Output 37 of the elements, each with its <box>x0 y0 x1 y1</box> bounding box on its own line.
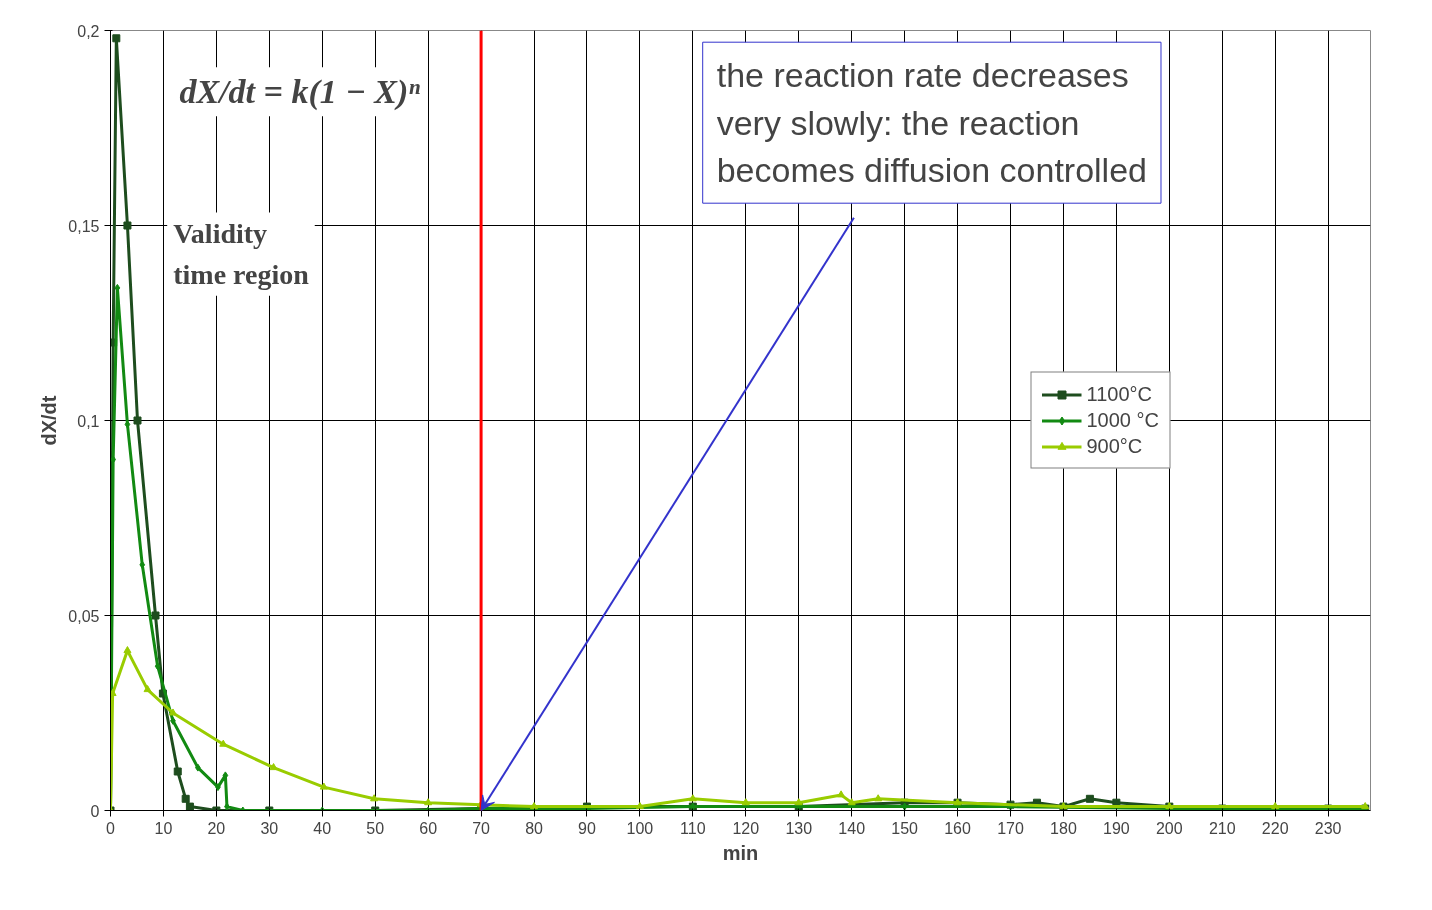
x-tick-label: 210 <box>1208 819 1236 837</box>
x-tick-label: 220 <box>1261 819 1289 837</box>
y-tick-label: 0,2 <box>77 22 100 40</box>
x-tick-label: 160 <box>944 819 972 837</box>
x-tick-label: 190 <box>1103 819 1130 837</box>
x-tick-label: 200 <box>1155 819 1183 837</box>
x-tick-label: 130 <box>785 819 813 837</box>
x-tick-label: 230 <box>1314 819 1342 837</box>
x-tick-label: 140 <box>838 819 866 837</box>
x-tick-label: 150 <box>891 819 919 837</box>
x-tick-label: 180 <box>1050 819 1077 837</box>
x-axis-title: min <box>722 841 759 864</box>
legend-label: 900°C <box>1086 434 1143 458</box>
x-tick-label: 40 <box>313 819 332 837</box>
x-tick-label: 170 <box>997 819 1024 837</box>
x-tick-label: 0 <box>106 819 116 837</box>
annotation: Validity time region <box>173 218 310 290</box>
x-tick-label: 70 <box>472 819 491 837</box>
annotation: the reaction rate decreases very slowly: the reaction becomes diffusion controlled <box>716 56 1147 190</box>
annotation: dX/dt = k(1 − X)ⁿ <box>179 73 421 112</box>
y-tick-label: 0,15 <box>68 217 100 235</box>
x-tick-label: 60 <box>419 819 438 837</box>
legend-label: 1100°C <box>1086 382 1152 406</box>
y-tick-label: 0 <box>90 802 100 820</box>
x-tick-label: 50 <box>366 819 385 837</box>
x-tick-label: 20 <box>207 819 226 837</box>
x-tick-label: 80 <box>525 819 544 837</box>
x-tick-label: 100 <box>626 819 654 837</box>
legend-label: 1000 °C <box>1086 408 1159 432</box>
x-tick-label: 90 <box>578 819 596 837</box>
y-tick-label: 0,05 <box>68 607 100 625</box>
x-tick-label: 120 <box>732 819 760 837</box>
y-axis-title: dX/dt <box>38 395 61 446</box>
x-tick-label: 10 <box>154 819 173 837</box>
x-tick-label: 110 <box>680 819 706 837</box>
x-tick-label: 30 <box>260 819 279 837</box>
y-tick-label: 0,1 <box>77 412 100 430</box>
